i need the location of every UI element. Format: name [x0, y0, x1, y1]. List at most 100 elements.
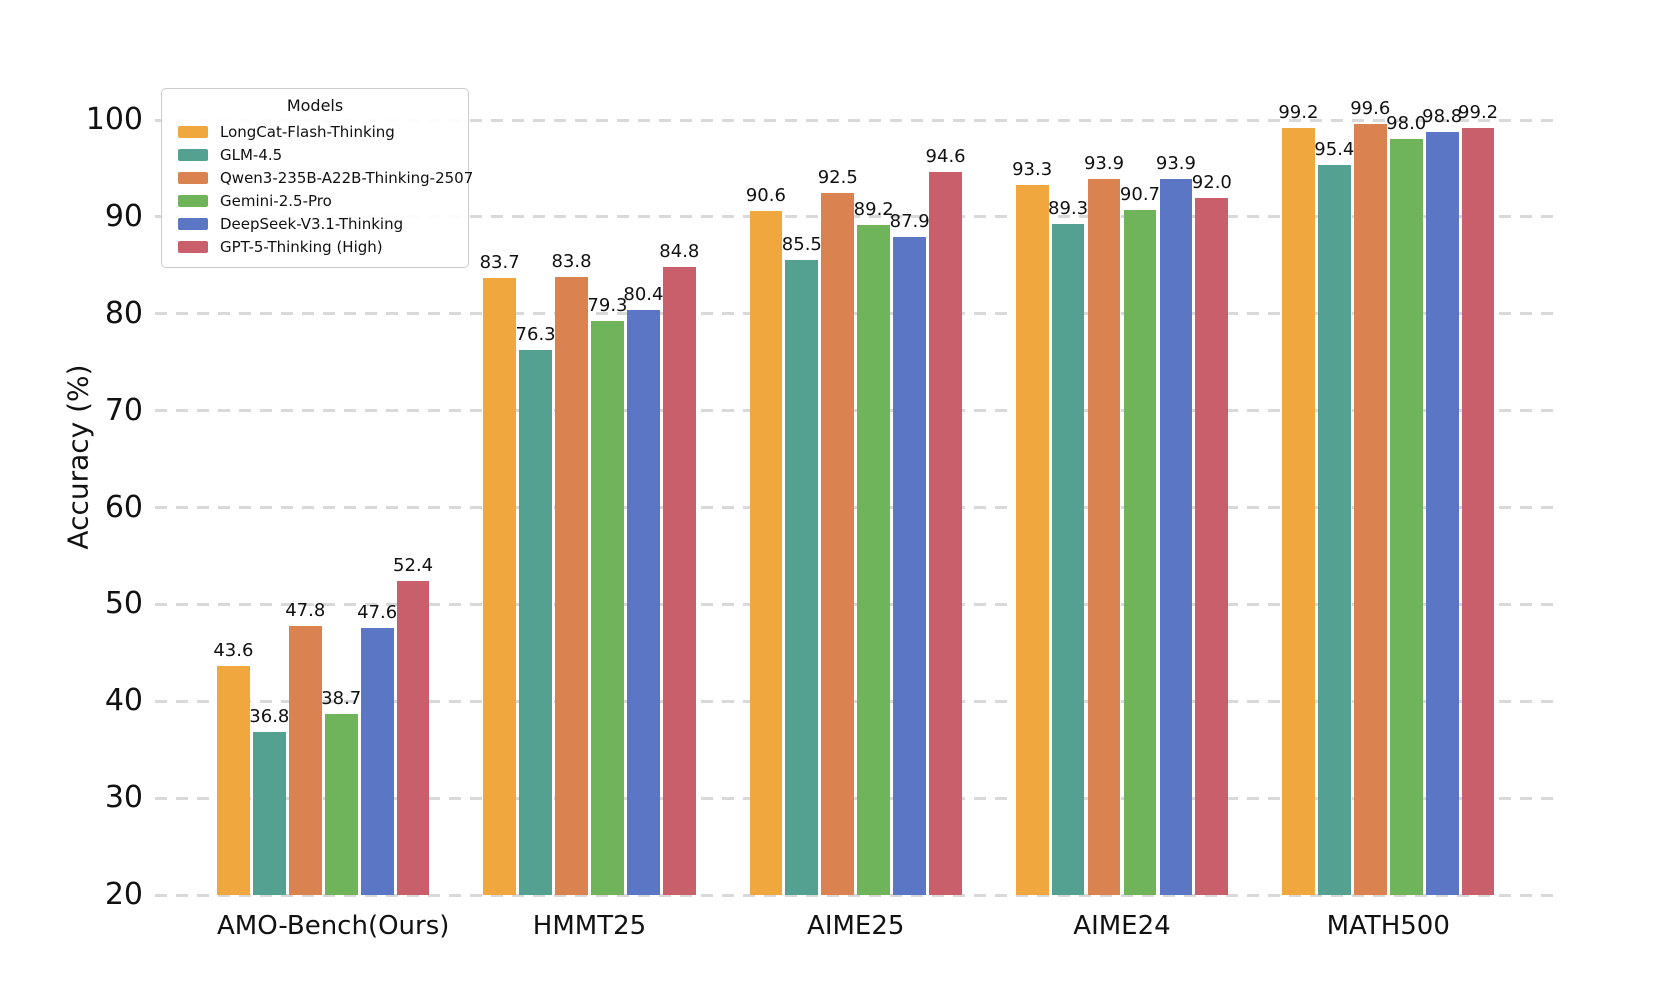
bar-value-label: 99.2 — [1278, 101, 1319, 123]
x-tick-label: AIME25 — [807, 911, 905, 941]
bar — [324, 713, 358, 895]
bar-value-label: 99.2 — [1458, 101, 1499, 123]
y-tick-label: 70 — [104, 392, 143, 428]
legend-title: Models — [286, 96, 344, 115]
y-tick-label: 50 — [104, 586, 143, 622]
bar-value-label: 90.6 — [745, 185, 786, 207]
bar-value-label: 79.3 — [587, 294, 628, 316]
bar-value-label: 99.6 — [1350, 97, 1391, 119]
bar-value-label: 52.4 — [393, 555, 434, 577]
bar — [785, 260, 819, 895]
legend-item: GPT-5-Thinking (High) — [172, 235, 458, 258]
bar-value-label: 89.3 — [1048, 197, 1089, 219]
legend-swatch — [178, 125, 208, 138]
gridline — [155, 215, 1558, 219]
gridline — [155, 409, 1558, 413]
bar — [627, 309, 660, 895]
bar — [1282, 127, 1315, 895]
legend-item-label: GPT-5-Thinking (High) — [220, 237, 383, 256]
gridline — [155, 602, 1558, 606]
bar — [662, 267, 696, 895]
bar-group: 90.6 85.5 92.5 89.2 87.9 94.6 AIME25 — [746, 120, 966, 941]
legend-swatch — [178, 217, 208, 230]
bar-value-label: 92.0 — [1191, 171, 1232, 193]
bar — [1461, 127, 1495, 895]
x-tick-label: HMMT25 — [532, 911, 647, 941]
legend-item: Qwen3-235B-A22B-Thinking-2507 — [172, 166, 473, 189]
bar — [929, 172, 962, 895]
bar — [252, 732, 286, 895]
bar-value-label: 94.6 — [925, 146, 966, 168]
bar-value-label: 92.5 — [817, 166, 858, 188]
y-tick-label: 40 — [104, 683, 143, 719]
legend-swatch — [178, 240, 208, 253]
bar — [1425, 131, 1459, 895]
bar — [360, 627, 394, 895]
bar — [1159, 179, 1193, 895]
bar-value-label: 90.7 — [1119, 184, 1161, 206]
bar — [857, 224, 891, 895]
bar — [288, 625, 322, 895]
bar-value-label: 76.3 — [515, 323, 556, 345]
legend-item-label: GLM-4.5 — [220, 145, 283, 164]
legend-item-label: DeepSeek-V3.1-Thinking — [220, 214, 404, 233]
legend-item-label: LongCat-Flash-Thinking — [220, 122, 395, 141]
bar — [1353, 123, 1387, 895]
legend-items: LongCat-Flash-Thinking GLM-4.5 Qwen3-235B-… — [172, 120, 473, 258]
bar-value-label: 89.2 — [853, 198, 894, 220]
gridline — [155, 312, 1558, 316]
bar-group: 93.3 89.3 93.9 90.7 93.9 92.0 AIME24 — [1012, 120, 1232, 941]
y-tick-label: 20 — [104, 877, 143, 912]
y-tick-label: 90 — [104, 198, 143, 234]
y-tick-label: 30 — [104, 780, 143, 816]
y-tick-label: 80 — [104, 295, 143, 331]
bar — [749, 211, 783, 895]
bar-value-label: 93.3 — [1012, 158, 1053, 180]
bar — [1087, 179, 1121, 895]
bar-value-label: 93.9 — [1155, 153, 1196, 175]
bar — [1051, 223, 1085, 895]
legend: Models LongCat-Flash-Thinking GLM-4.5 Qwen… — [161, 88, 473, 268]
bar — [519, 349, 552, 895]
bar — [1015, 184, 1049, 895]
legend-item: GLM-4.5 — [172, 143, 458, 166]
x-tick-label: MATH500 — [1326, 911, 1450, 941]
plot-area: 43.6 36.8 47.8 38.7 47.6 52.4 AMO-Bench(Ours) 8… — [155, 98, 1558, 941]
bar-group: 83.7 76.3 83.8 79.3 80.4 84.8 HMMT25 — [480, 120, 700, 941]
x-tick-label: AIME24 — [1073, 911, 1171, 941]
bar — [1195, 197, 1229, 895]
bar-value-label: 95.4 — [1314, 138, 1355, 160]
legend-item-label: Gemini-2.5-Pro — [220, 191, 332, 210]
bar — [1317, 164, 1351, 895]
bar-value-label: 83.8 — [551, 250, 592, 272]
legend-swatch — [178, 148, 208, 161]
gridline — [155, 699, 1558, 703]
bar — [893, 237, 927, 895]
bar-value-label: 84.8 — [659, 241, 700, 263]
bar-group: 99.2 95.4 99.6 98.0 98.8 99.2 MATH500 — [1278, 98, 1498, 941]
bar-value-label: 98.0 — [1386, 113, 1427, 135]
legend-item: Gemini-2.5-Pro — [172, 189, 458, 212]
bar — [821, 192, 855, 895]
bar — [1123, 210, 1157, 895]
bar-value-label: 80.4 — [623, 283, 664, 305]
bar-value-label: 98.8 — [1422, 105, 1463, 127]
bar-value-label: 47.8 — [285, 599, 326, 621]
bar — [483, 277, 517, 895]
bar-value-label: 93.9 — [1083, 153, 1125, 175]
gridline — [155, 796, 1558, 800]
gridline — [155, 893, 1558, 897]
bar-value-label: 87.9 — [889, 211, 930, 233]
bar-value-label: 47.6 — [357, 601, 398, 623]
bar — [217, 666, 250, 895]
y-tick-label: 100 — [85, 102, 143, 137]
bar-value-label: 85.5 — [781, 234, 822, 256]
bar — [591, 320, 624, 895]
bar-value-label: 36.8 — [249, 706, 290, 728]
legend-item: LongCat-Flash-Thinking — [172, 120, 458, 143]
gridline — [155, 506, 1558, 509]
bar — [555, 276, 588, 895]
bar — [396, 581, 430, 895]
x-tick-label: AMO-Bench(Ours) — [217, 911, 450, 941]
